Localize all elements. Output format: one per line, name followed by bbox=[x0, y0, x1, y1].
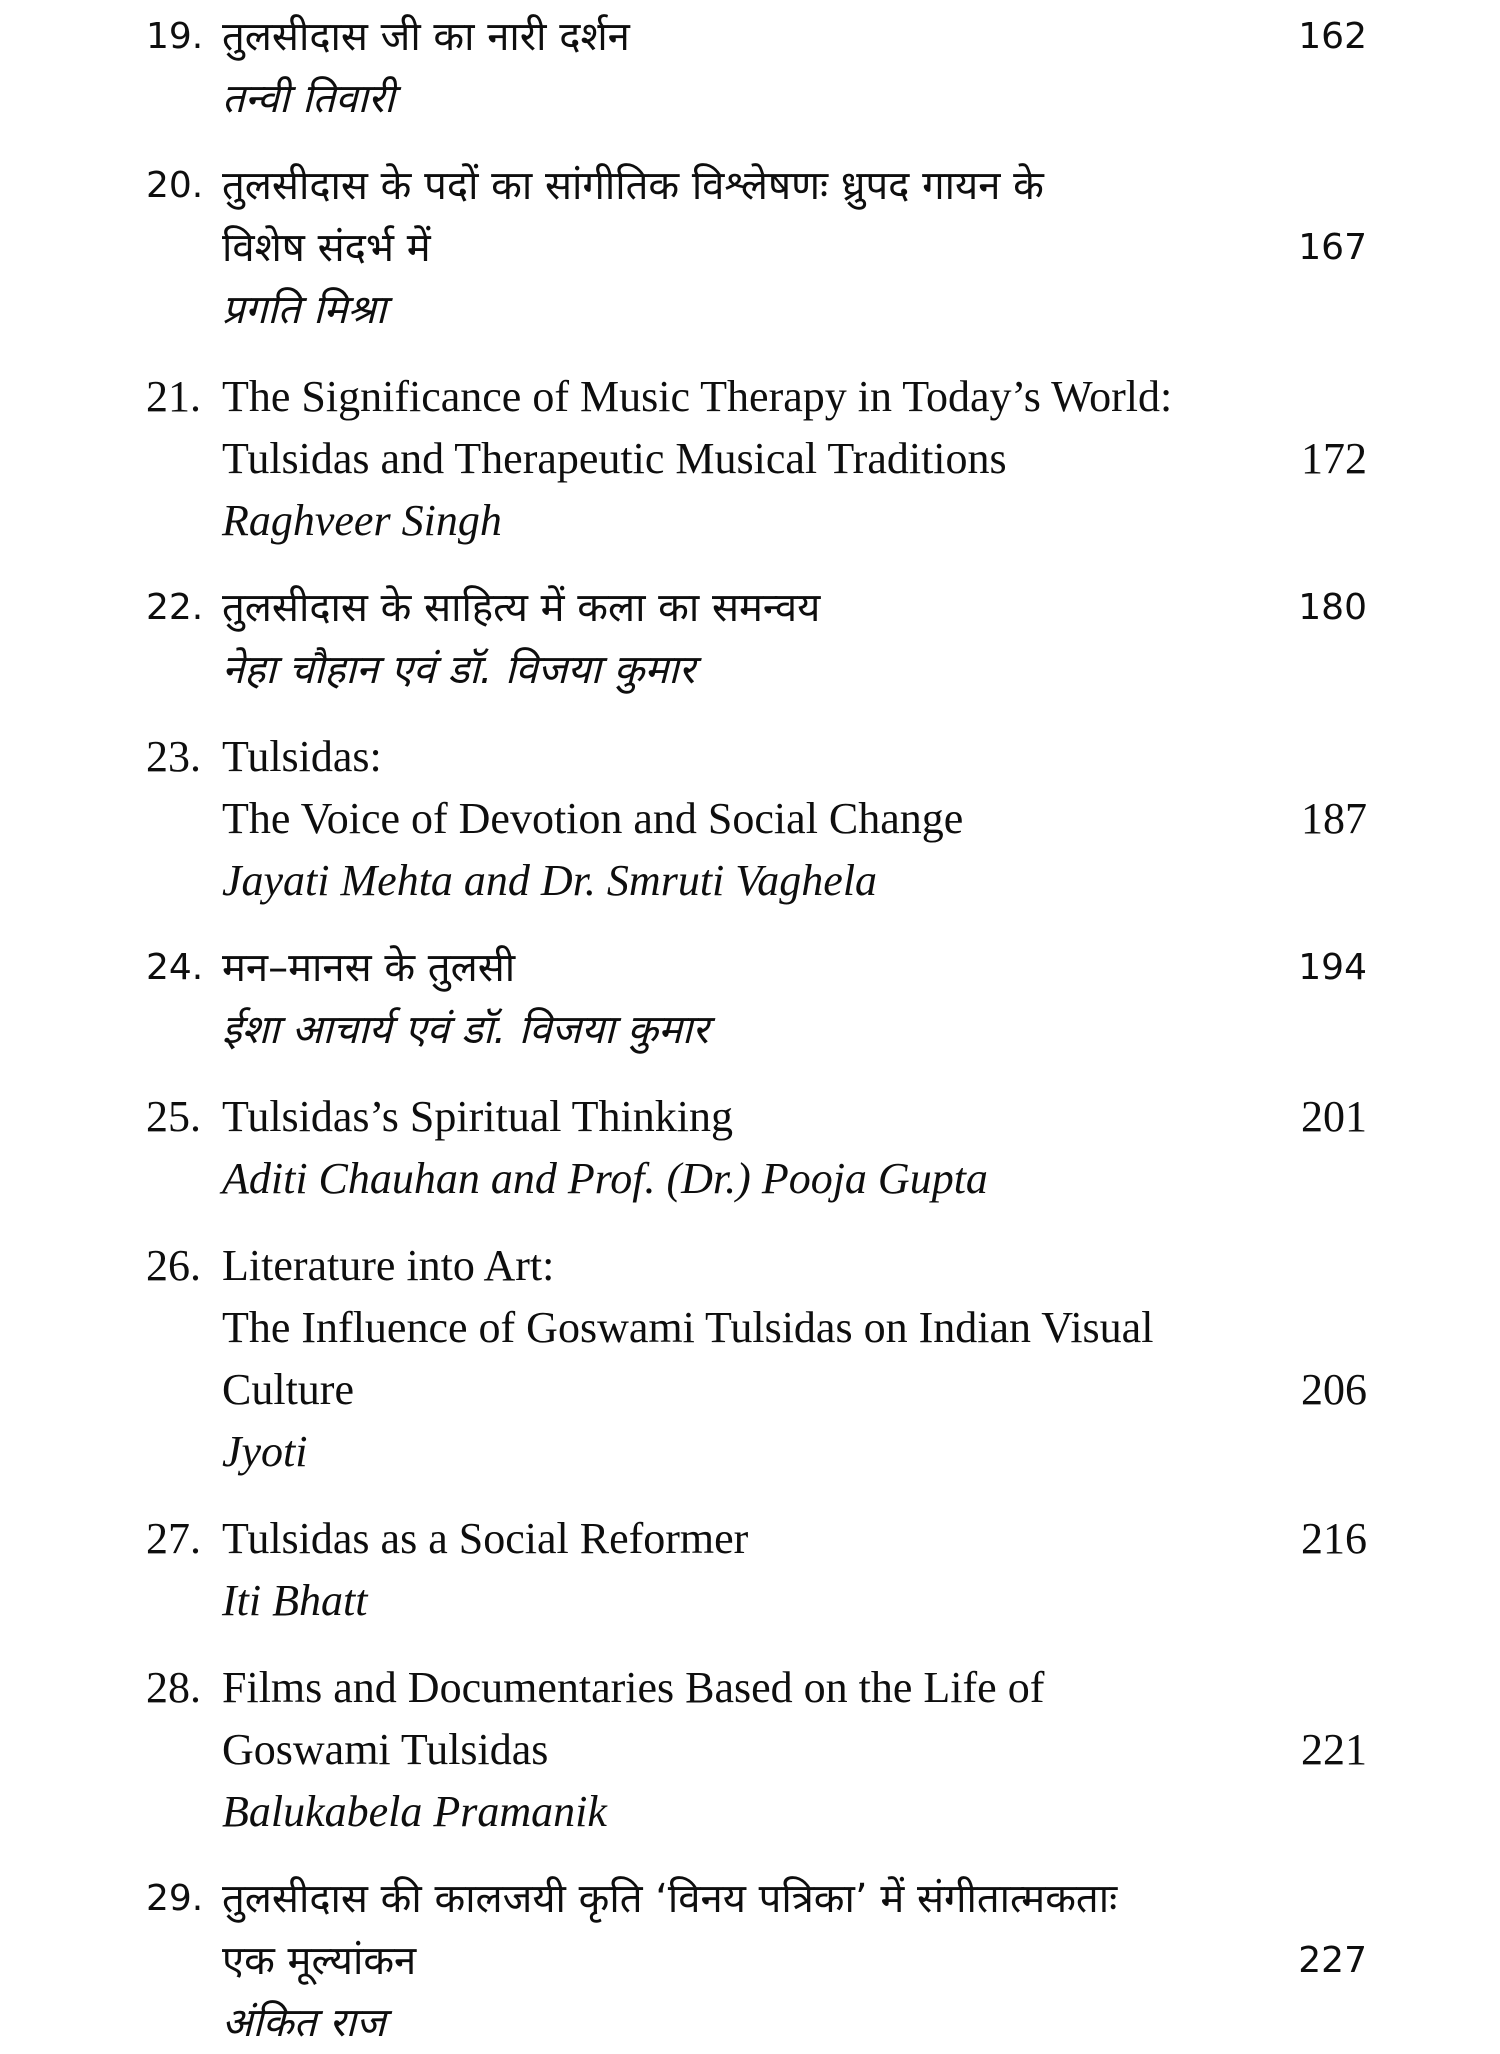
entry-page-number: 227 bbox=[1298, 1940, 1367, 1981]
table-of-contents-page: 19. तुलसीदास जी का नारी दर्शन 162 तन्वी … bbox=[146, 6, 1367, 2046]
entry-page-number: 162 bbox=[1298, 16, 1367, 57]
entry-page-number: 221 bbox=[1301, 1725, 1367, 1774]
entry-body: Tulsidas: The Voice of Devotion and Soci… bbox=[222, 726, 1367, 912]
entry-number: 20. bbox=[146, 165, 204, 206]
entry-author: Jyoti bbox=[222, 1427, 308, 1476]
toc-entry-25: 25. Tulsidas’s Spiritual Thinking 201 Ad… bbox=[146, 1086, 1367, 1210]
entry-author: Iti Bhatt bbox=[222, 1576, 368, 1625]
entry-title: मन–मानस के तुलसी bbox=[222, 945, 516, 991]
toc-entry-24: 24. मन–मानस के तुलसी 194 ईशा आचार्य एवं … bbox=[146, 937, 1367, 1061]
entry-title: तुलसीदास के साहित्य में कला का समन्वय bbox=[222, 585, 821, 631]
entry-author: ईशा आचार्य एवं डॉ. विजया कुमार bbox=[222, 1007, 709, 1053]
entry-title-row: तुलसीदास के साहित्य में कला का समन्वय 18… bbox=[222, 577, 1367, 639]
toc-entry-23: 23. Tulsidas: The Voice of Devotion and … bbox=[146, 726, 1367, 912]
entry-page-number: 194 bbox=[1298, 947, 1367, 988]
entry-title: Tulsidas: The Voice of Devotion and Soci… bbox=[222, 732, 964, 843]
entry-title: The Significance of Music Therapy in Tod… bbox=[222, 372, 1173, 483]
entry-number: 23. bbox=[146, 732, 201, 781]
entry-page-number: 206 bbox=[1301, 1365, 1367, 1414]
entry-body: तुलसीदास के साहित्य में कला का समन्वय 18… bbox=[222, 577, 1367, 701]
entry-body: The Significance of Music Therapy in Tod… bbox=[222, 366, 1367, 552]
entry-number: 19. bbox=[146, 16, 204, 57]
entry-page-number: 216 bbox=[1301, 1514, 1367, 1563]
entry-title: Films and Documentaries Based on the Lif… bbox=[222, 1663, 1045, 1774]
entry-number: 29. bbox=[146, 1878, 204, 1919]
entry-number: 24. bbox=[146, 947, 204, 988]
entry-number: 25. bbox=[146, 1092, 201, 1141]
toc-entry-19: 19. तुलसीदास जी का नारी दर्शन 162 तन्वी … bbox=[146, 6, 1367, 130]
entry-body: तुलसीदास जी का नारी दर्शन 162 तन्वी तिवा… bbox=[222, 6, 1367, 130]
entry-title-row: The Significance of Music Therapy in Tod… bbox=[222, 366, 1367, 490]
toc-entry-27: 27. Tulsidas as a Social Reformer 216 It… bbox=[146, 1508, 1367, 1632]
toc-entry-26: 26. Literature into Art: The Influence o… bbox=[146, 1235, 1367, 1483]
entry-title-row: तुलसीदास की कालजयी कृति ‘विनय पत्रिका’ म… bbox=[222, 1868, 1367, 1992]
entry-number: 27. bbox=[146, 1514, 201, 1563]
entry-author: प्रगति मिश्रा bbox=[222, 287, 387, 333]
entry-title: Literature into Art: The Influence of Go… bbox=[222, 1241, 1154, 1414]
entry-author: Balukabela Pramanik bbox=[222, 1787, 607, 1836]
entry-title-row: मन–मानस के तुलसी 194 bbox=[222, 937, 1367, 999]
entry-number: 22. bbox=[146, 587, 204, 628]
entry-author: Jayati Mehta and Dr. Smruti Vaghela bbox=[222, 856, 878, 905]
entry-title: तुलसीदास के पदों का सांगीतिक विश्लेषणः ध… bbox=[222, 163, 1044, 271]
entry-author: अंकित राज bbox=[222, 2000, 386, 2046]
entry-title-row: Tulsidas: The Voice of Devotion and Soci… bbox=[222, 726, 1367, 850]
entry-page-number: 187 bbox=[1301, 794, 1367, 843]
entry-body: मन–मानस के तुलसी 194 ईशा आचार्य एवं डॉ. … bbox=[222, 937, 1367, 1061]
entry-body: Tulsidas as a Social Reformer 216 Iti Bh… bbox=[222, 1508, 1367, 1632]
entry-number: 28. bbox=[146, 1663, 201, 1712]
entry-author: Raghveer Singh bbox=[222, 496, 502, 545]
toc-entry-20: 20. तुलसीदास के पदों का सांगीतिक विश्लेष… bbox=[146, 155, 1367, 341]
entry-number: 26. bbox=[146, 1241, 201, 1290]
entry-body: Literature into Art: The Influence of Go… bbox=[222, 1235, 1367, 1483]
entry-title: तुलसीदास की कालजयी कृति ‘विनय पत्रिका’ म… bbox=[222, 1876, 1118, 1984]
entry-title-row: तुलसीदास जी का नारी दर्शन 162 bbox=[222, 6, 1367, 68]
entry-author: Aditi Chauhan and Prof. (Dr.) Pooja Gupt… bbox=[222, 1154, 988, 1203]
entry-author: तन्वी तिवारी bbox=[222, 76, 395, 122]
entry-title-row: Tulsidas’s Spiritual Thinking 201 bbox=[222, 1086, 1367, 1148]
entry-title-row: Literature into Art: The Influence of Go… bbox=[222, 1235, 1367, 1421]
toc-entry-22: 22. तुलसीदास के साहित्य में कला का समन्व… bbox=[146, 577, 1367, 701]
entry-title-row: Films and Documentaries Based on the Lif… bbox=[222, 1657, 1367, 1781]
toc-entry-21: 21. The Significance of Music Therapy in… bbox=[146, 366, 1367, 552]
toc-entry-29: 29. तुलसीदास की कालजयी कृति ‘विनय पत्रिक… bbox=[146, 1868, 1367, 2054]
entry-page-number: 180 bbox=[1298, 587, 1367, 628]
entry-body: तुलसीदास के पदों का सांगीतिक विश्लेषणः ध… bbox=[222, 155, 1367, 341]
entry-body: तुलसीदास की कालजयी कृति ‘विनय पत्रिका’ म… bbox=[222, 1868, 1367, 2054]
entry-page-number: 167 bbox=[1298, 227, 1367, 268]
entry-title: Tulsidas’s Spiritual Thinking bbox=[222, 1092, 733, 1141]
entry-number: 21. bbox=[146, 372, 201, 421]
entry-page-number: 201 bbox=[1301, 1092, 1367, 1141]
entry-body: Films and Documentaries Based on the Lif… bbox=[222, 1657, 1367, 1843]
entry-title: तुलसीदास जी का नारी दर्शन bbox=[222, 14, 630, 60]
entry-page-number: 172 bbox=[1301, 434, 1367, 483]
entry-author: नेहा चौहान एवं डॉ. विजया कुमार bbox=[222, 647, 695, 693]
entry-body: Tulsidas’s Spiritual Thinking 201 Aditi … bbox=[222, 1086, 1367, 1210]
entry-title: Tulsidas as a Social Reformer bbox=[222, 1514, 749, 1563]
entry-title-row: Tulsidas as a Social Reformer 216 bbox=[222, 1508, 1367, 1570]
toc-entry-28: 28. Films and Documentaries Based on the… bbox=[146, 1657, 1367, 1843]
entry-title-row: तुलसीदास के पदों का सांगीतिक विश्लेषणः ध… bbox=[222, 155, 1367, 279]
